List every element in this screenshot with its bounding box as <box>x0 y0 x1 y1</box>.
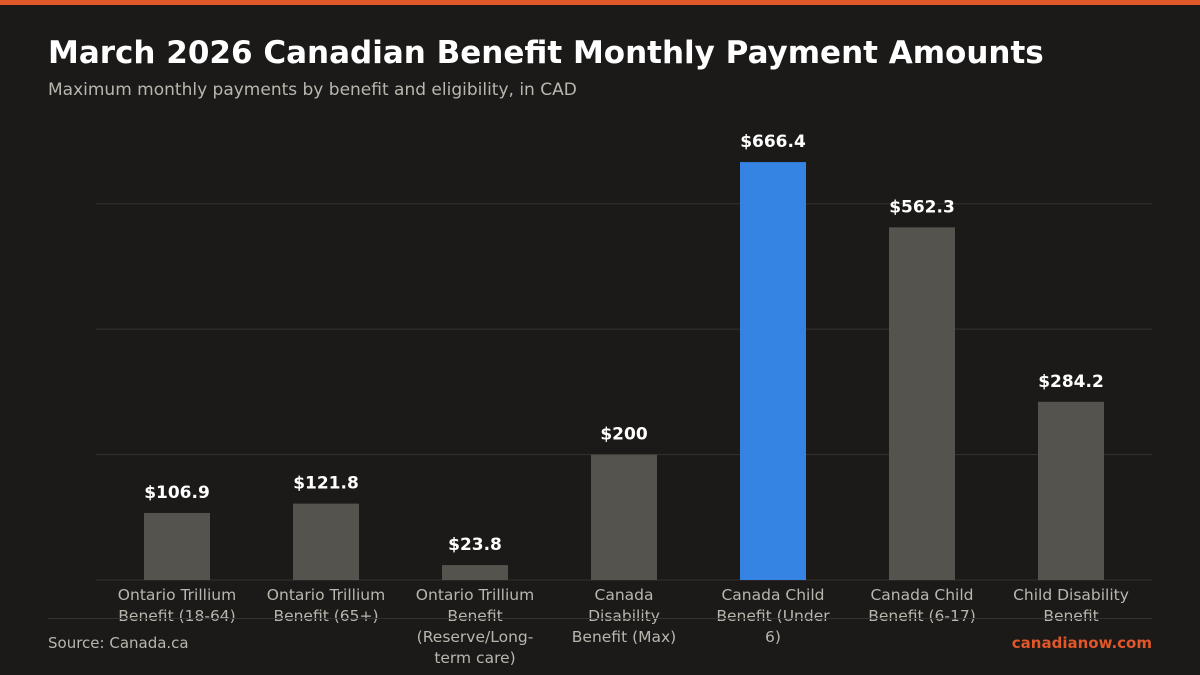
x-tick-label-line: Benefit <box>1043 607 1098 625</box>
data-label: $106.9 <box>144 483 210 503</box>
x-tick-label: Canada Child Benefit (Under 6) <box>716 586 830 646</box>
x-tick-label-line: Benefit (6-17) <box>868 607 976 625</box>
x-tick-label-line: Child Disability <box>1013 586 1129 604</box>
x-tick-label-line: Benefit <box>447 607 502 625</box>
x-tick-label-line: Benefit (Max) <box>572 628 676 646</box>
bar <box>740 162 806 580</box>
data-label: $562.3 <box>889 197 955 217</box>
x-tick-label: Ontario Trillium Benefit (Reserve/Long-ter… <box>416 586 534 667</box>
x-tick-label: Canada Child Benefit (6-17) <box>868 586 976 625</box>
x-tick-label-line: Benefit (Under <box>716 607 830 625</box>
x-tick-label: Ontario Trillium Benefit (65+) <box>267 586 385 625</box>
x-tick-label-line: Canada <box>595 586 654 604</box>
data-label: $200 <box>600 425 647 445</box>
accent-top-bar <box>0 0 1200 5</box>
x-tick-label-line: (Reserve/Long- <box>417 628 534 646</box>
x-tick-label-line: Canada Child <box>721 586 824 604</box>
bar <box>442 565 508 580</box>
chart-title: March 2026 Canadian Benefit Monthly Paym… <box>48 35 1044 71</box>
bar <box>1038 401 1104 580</box>
x-tick-label-line: Disability <box>588 607 660 625</box>
bar <box>591 454 657 580</box>
footer-divider <box>48 618 1152 619</box>
source-note: Source: Canada.ca <box>48 634 189 652</box>
x-tick-label-line: Ontario Trillium <box>267 586 385 604</box>
x-tick-label-line: term care) <box>434 649 515 667</box>
bar <box>144 512 210 580</box>
x-tick-label: Ontario Trillium Benefit (18-64) <box>118 586 236 625</box>
x-tick-label-line: Ontario Trillium <box>118 586 236 604</box>
x-tick-label: Child Disability Benefit <box>1013 586 1129 625</box>
data-label: $23.8 <box>448 535 502 555</box>
x-tick-label-line: Canada Child <box>870 586 973 604</box>
chart-subtitle: Maximum monthly payments by benefit and … <box>48 80 577 100</box>
data-label: $284.2 <box>1038 372 1104 392</box>
data-label: $666.4 <box>740 132 806 152</box>
x-tick-label-line: Benefit (65+) <box>273 607 378 625</box>
x-tick-label-line: Benefit (18-64) <box>118 607 235 625</box>
data-label: $121.8 <box>293 474 359 494</box>
bar <box>889 227 955 580</box>
x-tick-label: Canada Disability Benefit (Max) <box>572 586 676 646</box>
bar <box>293 503 359 580</box>
x-tick-label-line: 6) <box>765 628 781 646</box>
x-tick-label-line: Ontario Trillium <box>416 586 534 604</box>
brand-link[interactable]: canadianow.com <box>1011 634 1152 652</box>
